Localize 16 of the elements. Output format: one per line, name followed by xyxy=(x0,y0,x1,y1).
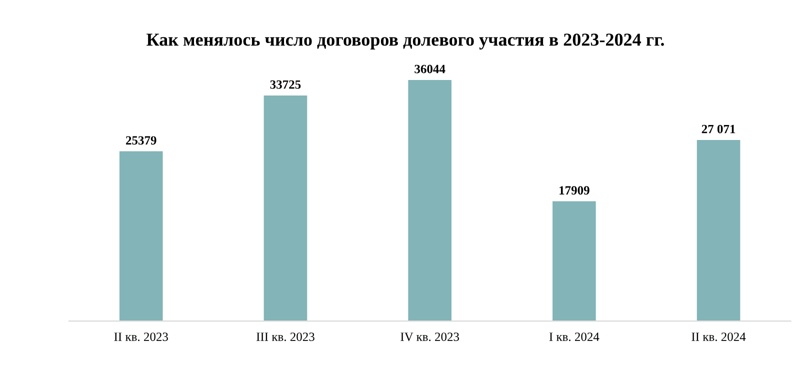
bar xyxy=(119,151,163,322)
bar xyxy=(696,140,740,322)
bar xyxy=(408,80,452,322)
data-label: 17909 xyxy=(560,186,590,195)
x-tick-label: IV кв. 2023 xyxy=(400,332,460,342)
data-label: 25379 xyxy=(126,136,156,145)
bar xyxy=(552,201,596,322)
chart-title: Как менялось число договоров долевого участия в 2023-2024 гг. xyxy=(146,34,664,50)
data-label: 33725 xyxy=(270,80,301,89)
data-label: 36044 xyxy=(414,64,446,74)
x-tick-label: I кв. 2024 xyxy=(549,332,600,342)
data-label: 27 071 xyxy=(702,124,736,134)
bar xyxy=(264,95,308,322)
x-tick-label: II кв. 2023 xyxy=(114,332,168,342)
x-tick-label: II кв. 2024 xyxy=(692,332,746,342)
x-tick-label: III кв. 2023 xyxy=(256,332,314,342)
